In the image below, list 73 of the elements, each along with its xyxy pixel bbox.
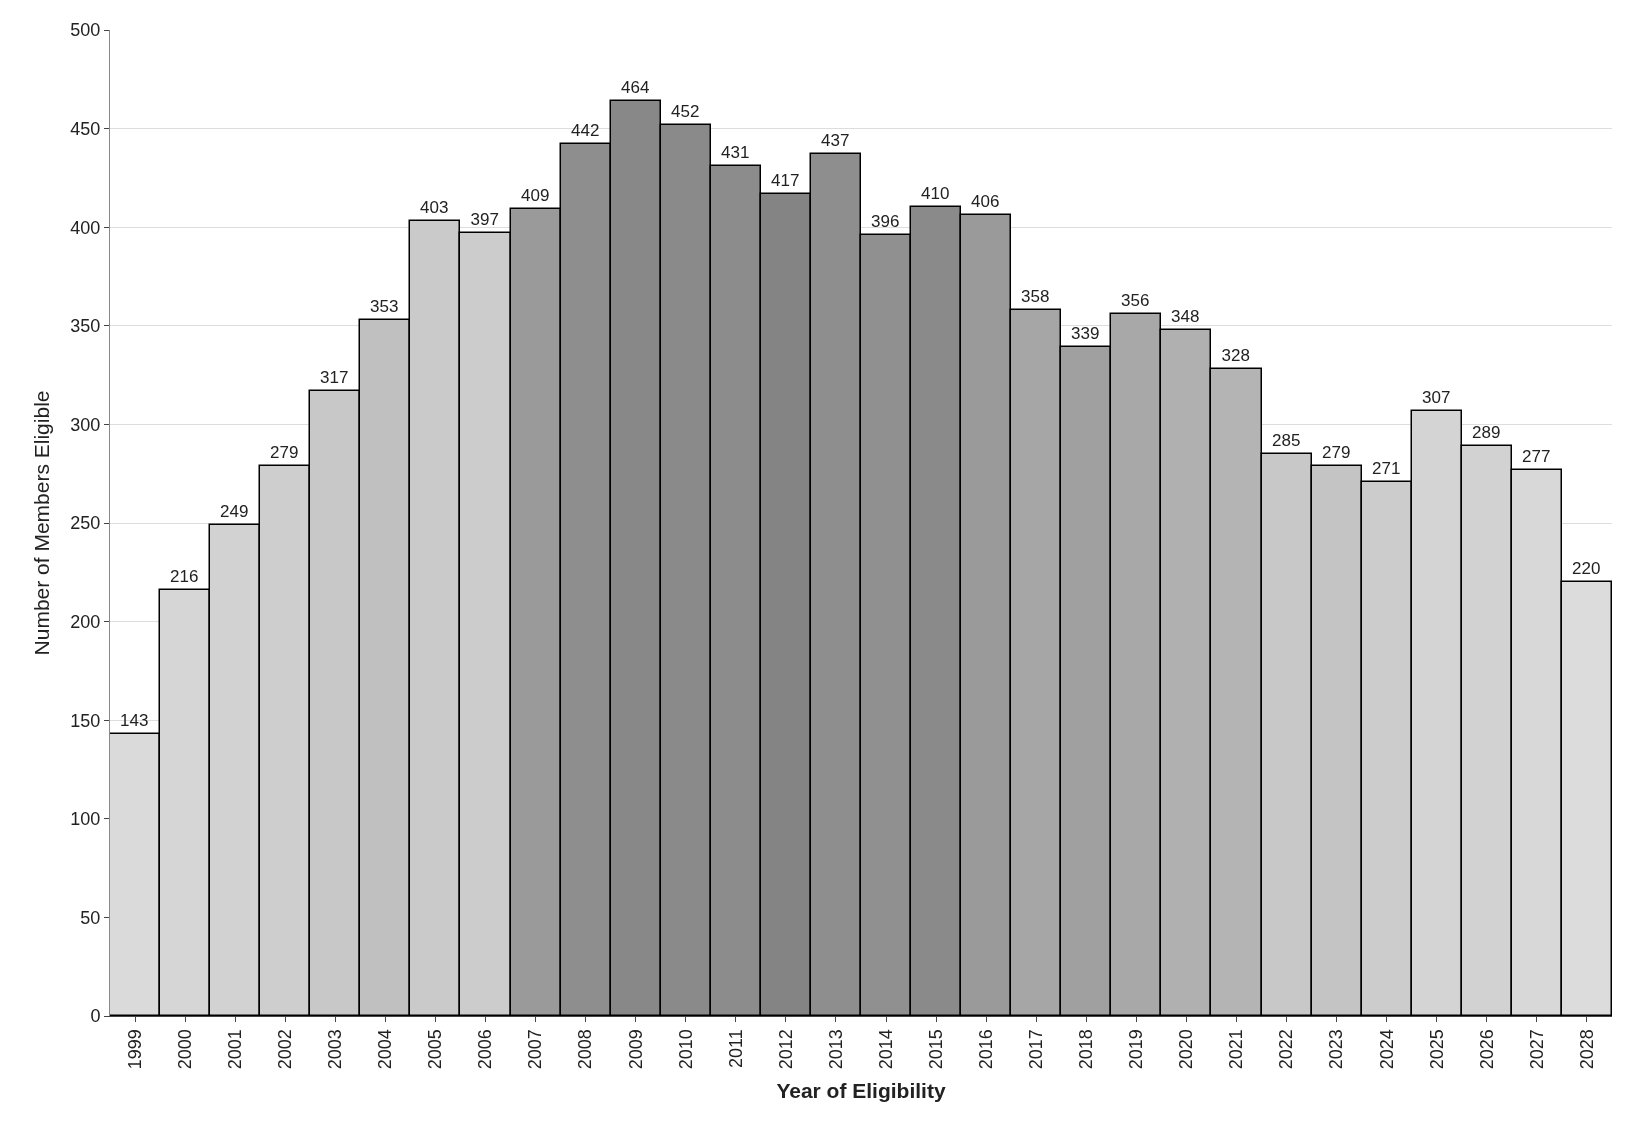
x-tick-label: 2003 <box>325 1029 346 1070</box>
x-tick-label: 2017 <box>1026 1029 1047 1070</box>
data-label: 279 <box>270 443 299 463</box>
y-tick-label: 450 <box>70 118 101 139</box>
x-tick-label: 2008 <box>575 1029 596 1070</box>
x-tick-label: 2004 <box>375 1029 396 1070</box>
data-label: 289 <box>1472 423 1501 443</box>
data-label: 279 <box>1322 443 1351 463</box>
data-label: 271 <box>1372 459 1401 479</box>
x-tick-label: 2019 <box>1126 1029 1147 1070</box>
x-tick-label: 2027 <box>1526 1029 1547 1070</box>
x-axis-title: Year of Eligibility <box>776 1079 946 1103</box>
data-label: 409 <box>521 186 550 206</box>
data-label: 220 <box>1572 559 1601 579</box>
data-label: 397 <box>470 210 499 230</box>
data-label: 431 <box>721 143 750 163</box>
y-tick-label: 0 <box>90 1006 101 1027</box>
x-tick-label: 2021 <box>1226 1029 1247 1070</box>
data-label: 277 <box>1522 447 1551 467</box>
x-tick-label: 2010 <box>675 1029 696 1070</box>
data-label: 464 <box>621 78 650 98</box>
x-tick-label: 2001 <box>225 1029 246 1070</box>
data-label: 442 <box>571 121 600 141</box>
data-label: 410 <box>921 184 950 204</box>
x-tick-label: 1999 <box>124 1029 145 1070</box>
y-tick-label: 250 <box>70 513 101 534</box>
data-label: 417 <box>771 171 800 191</box>
data-label: 143 <box>120 711 149 731</box>
data-label: 307 <box>1422 388 1451 408</box>
data-label: 328 <box>1221 346 1250 366</box>
data-label: 356 <box>1121 291 1150 311</box>
y-tick-label: 50 <box>80 907 101 928</box>
x-tick-label: 2023 <box>1326 1029 1347 1070</box>
data-label: 285 <box>1272 431 1301 451</box>
data-label: 216 <box>170 567 199 587</box>
x-tick-label: 2009 <box>625 1029 646 1070</box>
y-tick-label: 400 <box>70 217 101 238</box>
data-label: 317 <box>320 368 349 388</box>
y-tick-label: 300 <box>70 414 101 435</box>
x-tick-label: 2026 <box>1476 1029 1497 1070</box>
data-label: 403 <box>420 198 449 218</box>
x-tick-label: 2028 <box>1576 1029 1597 1070</box>
x-tick-label: 2012 <box>775 1029 796 1070</box>
x-tick-label: 2024 <box>1376 1029 1397 1070</box>
x-tick-label: 2020 <box>1176 1029 1197 1070</box>
data-label: 353 <box>370 297 399 317</box>
y-tick-label: 200 <box>70 611 101 632</box>
x-tick-label: 2018 <box>1076 1029 1097 1070</box>
y-axis-title: Number of Members Eligible <box>29 390 53 656</box>
y-tick-label: 100 <box>70 809 101 830</box>
x-tick-label: 2006 <box>475 1029 496 1070</box>
x-tick-label: 2011 <box>725 1029 746 1068</box>
data-label: 249 <box>220 502 249 522</box>
x-tick-label: 2007 <box>525 1029 546 1070</box>
data-label: 396 <box>871 212 900 232</box>
data-label: 452 <box>671 102 700 122</box>
x-tick-label: 2002 <box>275 1029 296 1070</box>
data-label: 339 <box>1071 324 1100 344</box>
y-tick-label: 150 <box>70 710 101 731</box>
data-label: 437 <box>821 131 850 151</box>
data-label: 358 <box>1021 287 1050 307</box>
y-tick-label: 350 <box>70 316 101 337</box>
x-tick-label: 2015 <box>925 1029 946 1070</box>
x-tick-label: 2025 <box>1426 1029 1447 1070</box>
data-label: 348 <box>1171 307 1200 327</box>
x-tick-label: 2005 <box>425 1029 446 1070</box>
x-tick-label: 2013 <box>825 1029 846 1070</box>
x-tick-label: 2016 <box>976 1029 997 1070</box>
y-tick-label: 500 <box>70 20 101 41</box>
data-label: 406 <box>971 192 1000 212</box>
x-tick-label: 2000 <box>174 1029 195 1070</box>
x-tick-label: 2014 <box>875 1029 896 1070</box>
x-tick-label: 2022 <box>1276 1029 1297 1070</box>
